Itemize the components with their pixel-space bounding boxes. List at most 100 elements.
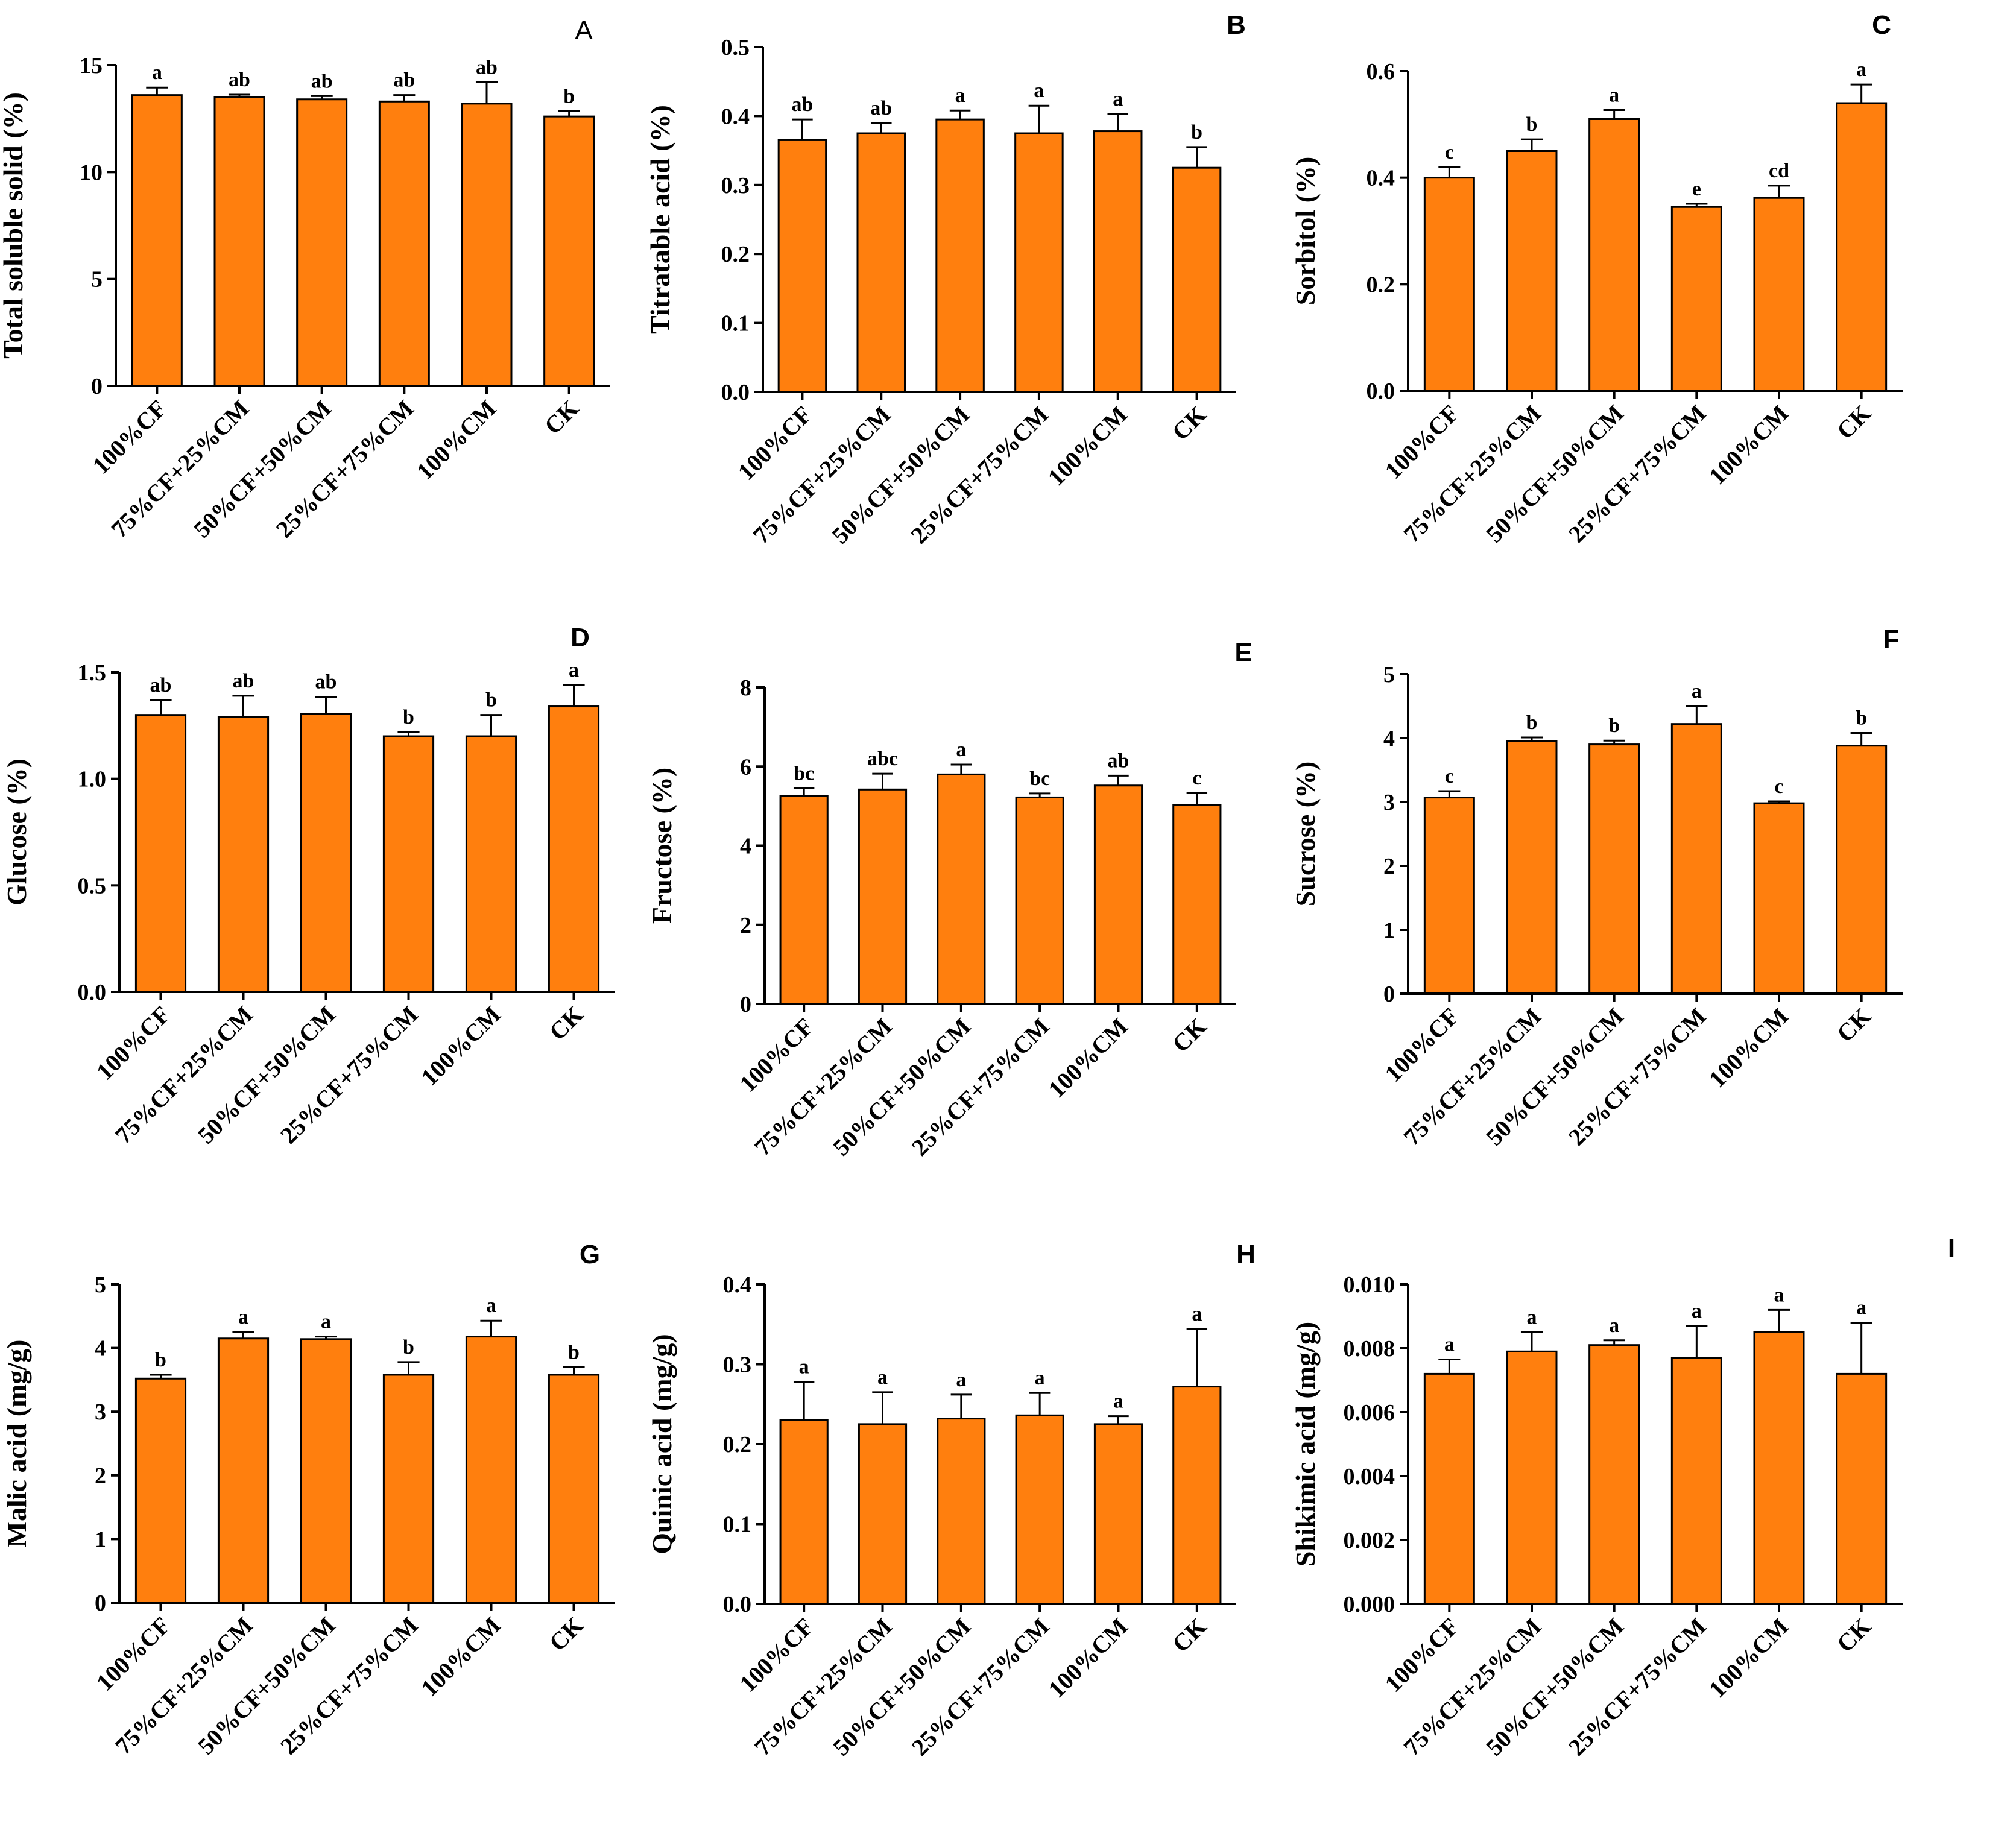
x-tick-label: 100%CF [91, 1612, 175, 1696]
significance-letter: a [321, 1311, 331, 1333]
significance-letter: ab [311, 70, 333, 92]
y-tick-label: 0.2 [1367, 272, 1395, 297]
y-tick-label: 5 [91, 267, 103, 292]
bar [300, 713, 352, 993]
x-tick-label: 50%CF+50%CM [827, 1613, 976, 1761]
significance-letter: a [877, 1366, 888, 1389]
y-tick-label: 0.3 [723, 1352, 752, 1378]
x-tick-label: CK [1831, 400, 1876, 444]
x-tick-label: 75%CF+25%CM [1398, 1003, 1546, 1151]
x-tick-label: CK [544, 1612, 589, 1656]
significance-letter: a [1609, 84, 1619, 106]
y-tick-label: 0.0 [721, 380, 750, 405]
x-tick-label: 100%CF [1379, 1613, 1464, 1697]
significance-letter: b [155, 1349, 166, 1371]
significance-letter: a [1034, 80, 1044, 102]
bar [858, 1423, 908, 1605]
bar [465, 1336, 517, 1604]
bar [1093, 130, 1143, 393]
significance-letter: b [1608, 715, 1620, 737]
bar [1015, 1414, 1064, 1605]
y-tick-label: 3 [95, 1400, 106, 1425]
x-tick-label: 50%CF+50%CM [1480, 1613, 1629, 1761]
bar [134, 1377, 187, 1604]
significance-letter: bc [1029, 768, 1050, 790]
bar [1093, 1423, 1143, 1605]
x-tick-label: 75%CF+25%CM [110, 1612, 258, 1760]
y-tick-label: 2 [1383, 854, 1395, 879]
significance-letter: ab [393, 69, 415, 92]
bar [217, 716, 270, 993]
x-tick-label: 50%CF+50%CM [827, 1013, 976, 1161]
y-tick-label: 0.5 [78, 873, 107, 898]
significance-letter: b [563, 85, 575, 107]
y-tick-label: 0.1 [723, 1512, 752, 1538]
bar [217, 1337, 270, 1604]
bar [856, 132, 906, 393]
y-tick-label: 0.006 [1344, 1400, 1395, 1425]
significance-letter: a [1113, 88, 1123, 110]
panel-label: I [1948, 1234, 1955, 1263]
significance-letter: ab [791, 93, 813, 116]
bar [131, 94, 183, 387]
bar [779, 795, 829, 1005]
significance-letter: a [956, 739, 966, 761]
significance-letter: c [1445, 141, 1454, 163]
x-tick-label: 25%CF+75%CM [275, 1612, 423, 1760]
x-tick-label: 100%CM [416, 1612, 506, 1702]
chart-panel-A: A Total soluble solid (%) 0 5 10 15 a 100%CF ab 7… [0, 16, 610, 543]
bar [1172, 166, 1222, 393]
y-tick-label: 4 [740, 834, 751, 859]
y-tick-label: 5 [1383, 662, 1395, 687]
bar [1588, 1344, 1640, 1605]
x-tick-label: 100%CM [411, 395, 502, 485]
panel-label: F [1883, 625, 1900, 654]
bar [134, 714, 187, 993]
significance-letter: a [956, 1369, 966, 1391]
significance-letter: a [1609, 1314, 1619, 1337]
chart-panel-G: G Malic acid (mg/g) 0 1 2 3 4 5 b 100%CF a 75%CF+25… [1, 1240, 615, 1759]
bar [1093, 784, 1143, 1005]
significance-letter: a [238, 1306, 248, 1328]
x-tick-label: CK [1831, 1003, 1876, 1047]
chart-panel-I: I Shikimic acid (mg/g) 0.000 0.002 0.004 0.00… [1290, 1234, 1955, 1761]
y-axis-label: Fructose (%) [646, 768, 677, 924]
y-axis-label: Glucose (%) [1, 759, 32, 906]
x-tick-label: CK [1831, 1613, 1876, 1658]
bar [1423, 797, 1475, 995]
significance-letter: a [1692, 680, 1702, 702]
x-tick-label: 100%CF [87, 395, 171, 479]
bar [1015, 796, 1064, 1005]
significance-letter: ab [315, 671, 337, 693]
x-tick-label: 25%CF+75%CM [1563, 400, 1711, 548]
x-tick-label: 25%CF+75%CM [906, 1013, 1055, 1161]
x-tick-label: 75%CF+25%CM [749, 1013, 897, 1161]
bar [1588, 743, 1640, 995]
bar [1423, 177, 1475, 392]
x-tick-label: 50%CF+50%CM [188, 395, 337, 543]
bar [382, 735, 435, 993]
y-tick-label: 0.0 [1367, 379, 1395, 404]
bar [1670, 1357, 1722, 1605]
y-axis-label: Malic acid (mg/g) [1, 1340, 32, 1548]
y-tick-label: 2 [95, 1463, 106, 1489]
significance-letter: a [1856, 1297, 1866, 1319]
significance-letter: b [1191, 121, 1202, 144]
x-tick-label: 75%CF+25%CM [748, 401, 896, 549]
y-tick-label: 3 [1383, 790, 1395, 815]
y-axis-label: Titratable acid (%) [645, 105, 675, 334]
significance-letter: bc [794, 762, 814, 784]
x-tick-label: 100%CM [1043, 1613, 1133, 1703]
x-tick-label: 25%CF+75%CM [1563, 1613, 1711, 1761]
bar [1506, 1350, 1558, 1605]
bar [937, 773, 986, 1005]
bar [1172, 1386, 1222, 1605]
panel-label: E [1234, 638, 1252, 667]
y-tick-label: 1.5 [78, 660, 107, 686]
x-tick-label: 75%CF+25%CM [749, 1613, 897, 1761]
y-tick-label: 15 [80, 53, 103, 78]
y-tick-label: 0.4 [723, 1272, 752, 1298]
